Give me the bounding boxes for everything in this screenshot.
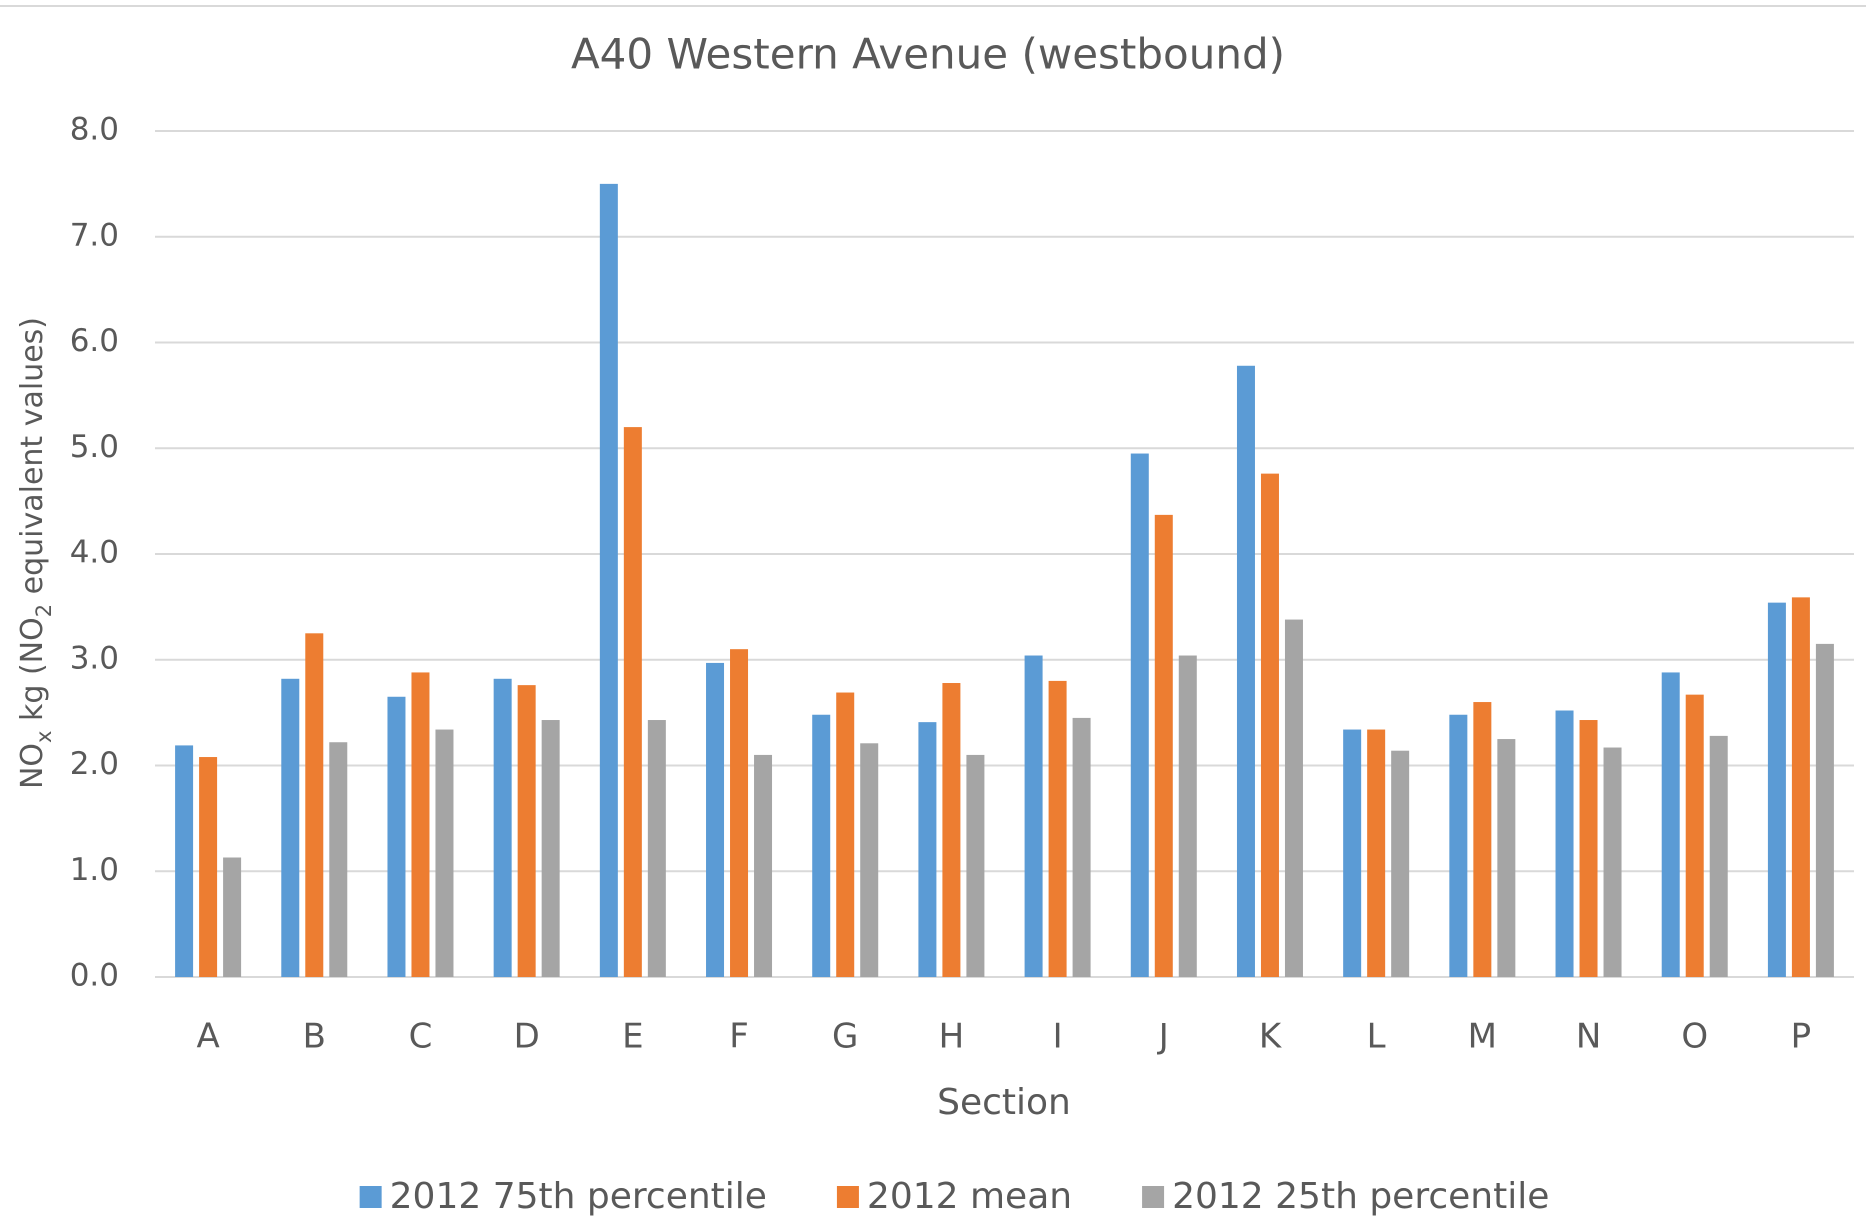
bar — [623, 427, 642, 978]
y-axis-title-part: kg (NO — [15, 617, 50, 730]
y-tick-label: 3.0 — [70, 640, 119, 676]
bar — [281, 678, 300, 977]
bar — [1497, 739, 1516, 977]
bar — [1473, 702, 1492, 977]
x-tick-label: E — [622, 1017, 643, 1057]
y-axis-title-part: NO — [15, 743, 50, 789]
y-tick-label: 1.0 — [70, 852, 119, 888]
x-tick-label: H — [939, 1017, 965, 1057]
x-tick-label: F — [729, 1017, 749, 1057]
x-tick-label: J — [1157, 1017, 1169, 1057]
bar — [175, 745, 194, 977]
legend-swatch — [359, 1186, 382, 1208]
x-tick-label: I — [1053, 1017, 1063, 1057]
bar — [329, 742, 348, 977]
bar — [1791, 597, 1810, 977]
bar — [860, 743, 879, 977]
x-tick-label: D — [514, 1017, 540, 1057]
x-tick-label: P — [1791, 1017, 1812, 1057]
y-tick-label: 2.0 — [70, 746, 119, 782]
bar — [730, 649, 749, 977]
legend-item: 2012 75th percentile — [359, 1176, 767, 1217]
bar — [647, 720, 666, 977]
bar — [1154, 514, 1173, 977]
bar — [387, 696, 406, 977]
bar — [1767, 602, 1786, 977]
bar — [1024, 655, 1043, 977]
bar — [1048, 680, 1067, 977]
bar — [1260, 473, 1279, 977]
bar — [1391, 750, 1410, 977]
bar — [1661, 672, 1680, 977]
legend-swatch — [1142, 1186, 1165, 1208]
x-tick-label: L — [1367, 1017, 1386, 1057]
legend-item: 2012 25th percentile — [1142, 1176, 1549, 1217]
legend-swatch — [836, 1186, 859, 1208]
bar — [1449, 714, 1468, 977]
bar — [1072, 717, 1091, 977]
x-tick-label: C — [409, 1017, 433, 1057]
bar — [754, 754, 773, 977]
y-tick-label: 8.0 — [70, 112, 119, 148]
legend-item: 2012 mean — [836, 1176, 1072, 1217]
bar — [1236, 365, 1255, 977]
bar — [1367, 729, 1386, 977]
y-tick-label: 5.0 — [70, 429, 119, 465]
bar — [812, 714, 831, 977]
x-tick-label: O — [1681, 1017, 1708, 1057]
bar — [411, 672, 430, 977]
y-axis-title-subscript: 2 — [32, 604, 56, 617]
y-tick-label: 7.0 — [70, 217, 119, 253]
bar — [706, 662, 725, 977]
x-tick-label: M — [1468, 1017, 1497, 1057]
y-tick-label: 4.0 — [70, 535, 119, 571]
y-axis-title: NOx kg (NO2 equivalent values) — [15, 317, 57, 789]
chart-title: A40 Western Avenue (westbound) — [571, 30, 1285, 79]
bar — [1685, 694, 1704, 977]
legend-label: 2012 75th percentile — [390, 1176, 767, 1217]
x-tick-label: A — [196, 1017, 219, 1057]
bar — [1603, 747, 1622, 977]
bar — [493, 678, 512, 977]
x-tick-label: G — [832, 1017, 858, 1057]
bar — [1709, 735, 1728, 977]
y-axis-title-subscript: x — [32, 731, 56, 743]
bar — [1555, 710, 1574, 977]
bar — [517, 685, 536, 977]
x-tick-label: N — [1576, 1017, 1601, 1057]
bar — [305, 633, 324, 977]
legend-label: 2012 25th percentile — [1172, 1176, 1549, 1217]
bar — [223, 857, 242, 977]
bar — [435, 729, 454, 977]
bar — [966, 754, 985, 977]
bar — [918, 722, 937, 977]
x-tick-label: B — [303, 1017, 326, 1057]
bar — [599, 183, 618, 977]
x-axis-title: Section — [937, 1082, 1071, 1123]
bar — [1343, 729, 1362, 977]
bar — [541, 720, 560, 977]
bar — [1815, 643, 1834, 977]
y-axis-title-part: equivalent values) — [15, 317, 50, 604]
bar — [1130, 453, 1149, 978]
legend-label: 2012 mean — [867, 1176, 1072, 1217]
bar — [1579, 720, 1598, 977]
bar — [1178, 655, 1197, 977]
y-tick-label: 6.0 — [70, 323, 119, 359]
bar — [199, 757, 218, 977]
y-tick-label: 0.0 — [70, 958, 119, 994]
bar — [1284, 619, 1303, 977]
x-tick-label: K — [1259, 1017, 1283, 1057]
bar — [942, 683, 961, 977]
bar — [836, 692, 855, 977]
